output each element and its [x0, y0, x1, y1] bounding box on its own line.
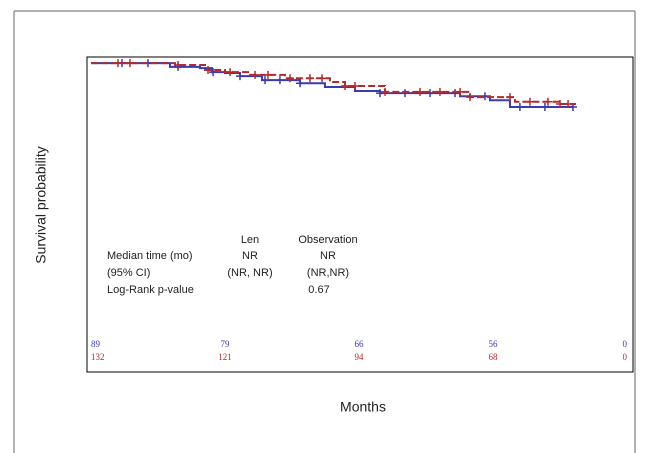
censor-mark: [525, 97, 534, 106]
at-risk-count: 56: [489, 339, 499, 349]
censor-mark: [426, 89, 435, 98]
censor-mark: [173, 61, 182, 70]
censor-mark: [296, 79, 305, 88]
censor-mark: [350, 82, 359, 91]
at-risk-count: 79: [221, 339, 231, 349]
survival-curve: [91, 62, 573, 109]
censor-mark: [515, 103, 524, 112]
censor-mark: [318, 74, 327, 83]
censor-mark: [375, 89, 384, 98]
censor-mark: [251, 70, 260, 79]
at-risk-count: 0: [623, 352, 628, 362]
censor-mark: [381, 87, 390, 96]
stats-cell: NR: [320, 250, 336, 262]
censor-mark: [540, 103, 549, 112]
stats-cell: (NR, NR): [227, 267, 272, 279]
stats-cell: NR: [242, 250, 258, 262]
at-risk-count: 0: [623, 339, 628, 349]
censor-mark: [226, 68, 235, 77]
stats-row-label: Log-Rank p-value: [107, 284, 194, 296]
censor-mark: [556, 99, 564, 108]
censor-mark: [564, 99, 573, 108]
censor-mark: [305, 74, 314, 83]
censor-mark: [415, 87, 424, 96]
censor-mark: [209, 68, 218, 77]
stats-row-label: Median time (mo): [107, 250, 193, 262]
censor-mark: [125, 59, 134, 68]
x-axis-label: Months: [340, 399, 386, 415]
censor-mark: [401, 89, 410, 98]
censor-mark: [204, 65, 213, 74]
censor-mark: [275, 76, 284, 85]
at-risk-count: 121: [218, 352, 232, 362]
censor-mark: [465, 93, 474, 102]
at-risk-count: 89: [91, 339, 101, 349]
at-risk-count: 94: [355, 352, 365, 362]
censor-mark: [456, 87, 465, 96]
censor-mark: [263, 70, 272, 79]
at-risk-count: 66: [355, 339, 365, 349]
stats-header: Observation: [298, 234, 357, 246]
censor-mark: [235, 72, 244, 81]
censor-mark: [285, 74, 294, 83]
censor-mark: [505, 93, 514, 102]
censor-mark: [341, 82, 350, 91]
censor-mark: [435, 87, 444, 96]
stats-cell: 0.67: [308, 284, 329, 296]
stats-cell: (NR,NR): [307, 267, 349, 279]
censor-mark: [451, 89, 460, 98]
censor-mark: [260, 76, 269, 85]
survival-curve: [91, 62, 576, 105]
censor-mark: [114, 59, 123, 68]
at-risk-count: 68: [489, 352, 499, 362]
at-risk-count: 132: [91, 352, 105, 362]
plot-box: [86, 56, 634, 373]
censor-mark: [543, 97, 552, 106]
stats-row-label: (95% CI): [107, 267, 150, 279]
y-axis-label: Survival probability: [33, 146, 49, 264]
stats-header: Len: [241, 234, 259, 246]
